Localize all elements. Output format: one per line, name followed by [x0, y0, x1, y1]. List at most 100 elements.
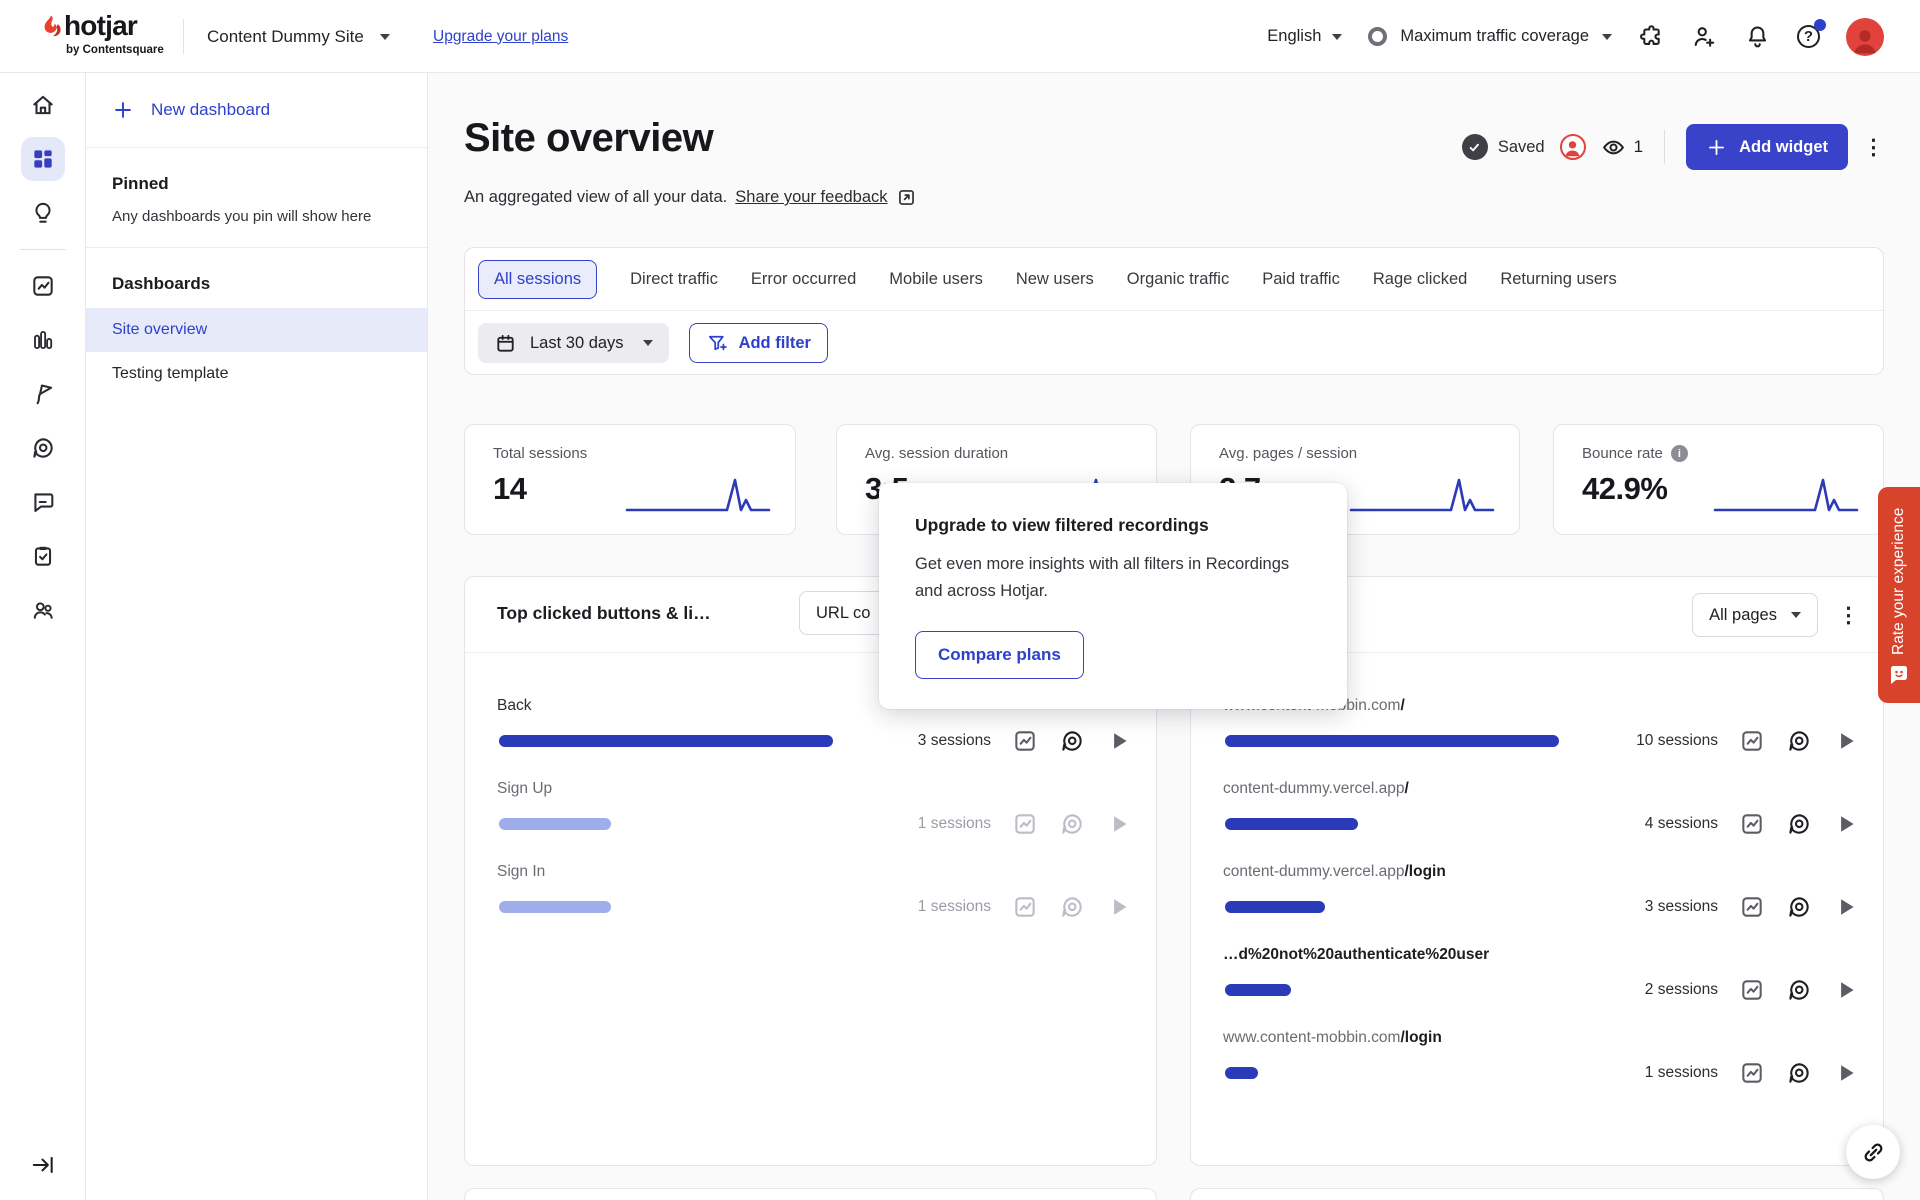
upgrade-popup: Upgrade to view filtered recordings Get …: [879, 483, 1347, 709]
share-feedback-link[interactable]: Share your feedback: [735, 188, 888, 206]
play-recording-icon[interactable]: [1833, 728, 1859, 754]
site-selector-dropdown[interactable]: Content Dummy Site: [207, 0, 390, 73]
play-recording-icon[interactable]: [1833, 1060, 1859, 1086]
help-icon[interactable]: ?: [1797, 19, 1826, 48]
tab-direct-traffic[interactable]: Direct traffic: [630, 269, 718, 288]
user-avatar[interactable]: [1846, 17, 1884, 56]
rail-trends-icon[interactable]: [21, 264, 65, 308]
play-recording-icon[interactable]: [1833, 894, 1859, 920]
view-recordings-icon[interactable]: [1786, 977, 1812, 1003]
tab-returning-users[interactable]: Returning users: [1500, 269, 1617, 288]
sessions-bar: [499, 901, 611, 913]
play-recording-icon[interactable]: [1106, 894, 1132, 920]
collapse-sidebar-icon[interactable]: [0, 1152, 86, 1178]
language-dropdown[interactable]: English: [1267, 27, 1343, 46]
filters-row: Last 30 days Add filter: [465, 311, 1883, 375]
rail-surveys-icon[interactable]: [21, 534, 65, 578]
dashboard-menu-icon[interactable]: [1863, 135, 1884, 160]
view-trend-icon[interactable]: [1012, 894, 1038, 920]
tab-error-occurred[interactable]: Error occurred: [750, 269, 857, 288]
page-subtitle: An aggregated view of all your data. Sha…: [464, 187, 917, 208]
page-path: d%20not%20authenticate%20user: [1238, 946, 1490, 963]
notifications-bell-icon[interactable]: [1744, 23, 1771, 50]
rail-journeys-icon[interactable]: [21, 372, 65, 416]
tab-new-users[interactable]: New users: [1015, 269, 1094, 288]
play-recording-icon[interactable]: [1833, 811, 1859, 837]
view-trend-icon[interactable]: [1739, 977, 1765, 1003]
sessions-count: 1 sessions: [917, 898, 991, 915]
play-recording-icon[interactable]: [1833, 977, 1859, 1003]
nav-divider: [183, 19, 184, 54]
sessions-count: 2 sessions: [1644, 981, 1718, 998]
sessions-count: 1 sessions: [1644, 1064, 1718, 1081]
sessions-bar: [1225, 901, 1325, 913]
copy-link-fab[interactable]: [1846, 1125, 1900, 1179]
integrations-icon[interactable]: [1638, 23, 1665, 50]
page-path: /login: [1400, 1029, 1442, 1046]
play-recording-icon[interactable]: [1106, 728, 1132, 754]
add-filter-button[interactable]: Add filter: [688, 323, 828, 363]
rail-insights-icon[interactable]: [21, 191, 65, 235]
page-domain: …: [1223, 946, 1239, 963]
view-trend-icon[interactable]: [1012, 811, 1038, 837]
smiley-bubble-icon: [1887, 663, 1911, 687]
chevron-down-icon: [1332, 33, 1343, 40]
view-trend-icon[interactable]: [1012, 728, 1038, 754]
rail-recordings-icon[interactable]: [21, 426, 65, 470]
viewers-number: 1: [1633, 137, 1644, 156]
language-label: English: [1267, 27, 1322, 45]
header-actions: Saved 1 Add widget: [1461, 124, 1884, 170]
invite-user-icon[interactable]: [1691, 23, 1718, 50]
brand-subtitle: by Contentsquare: [66, 44, 164, 56]
sidebar-item-site-overview[interactable]: Site overview: [86, 308, 427, 352]
rail-home-icon[interactable]: [21, 83, 65, 127]
upgrade-plans-link[interactable]: Upgrade your plans: [433, 27, 569, 45]
tab-paid-traffic[interactable]: Paid traffic: [1262, 269, 1340, 288]
metric-card-total-sessions: Total sessions 14: [464, 424, 796, 535]
icon-rail: [0, 73, 86, 1200]
widget-menu-icon[interactable]: [1838, 603, 1859, 628]
rail-dashboards-icon[interactable]: [20, 137, 65, 181]
view-trend-icon[interactable]: [1739, 894, 1765, 920]
new-dashboard-button[interactable]: New dashboard: [86, 95, 427, 125]
sparkline-chart: [1349, 478, 1495, 512]
site-selector-label: Content Dummy Site: [207, 26, 364, 46]
rate-experience-tab[interactable]: Rate your experience: [1878, 487, 1920, 703]
brand-logo: hotjar: [64, 10, 138, 41]
tab-all-sessions[interactable]: All sessions: [478, 259, 598, 299]
view-recordings-icon[interactable]: [1059, 728, 1085, 754]
view-recordings-icon[interactable]: [1059, 894, 1085, 920]
eye-icon: [1601, 135, 1626, 160]
clicked-row-sign-up: Sign Up 1 sessions: [465, 772, 1156, 855]
add-widget-button[interactable]: Add widget: [1686, 124, 1848, 170]
view-recordings-icon[interactable]: [1059, 811, 1085, 837]
view-trend-icon[interactable]: [1739, 1060, 1765, 1086]
rail-feedback-icon[interactable]: [21, 480, 65, 524]
view-recordings-icon[interactable]: [1786, 728, 1812, 754]
info-icon[interactable]: i: [1670, 445, 1688, 462]
pages-filter-dropdown[interactable]: All pages: [1692, 593, 1818, 637]
widget-title: Top clicked buttons & li…: [497, 603, 711, 623]
add-widget-label: Add widget: [1739, 137, 1828, 156]
traffic-coverage-dropdown[interactable]: Maximum traffic coverage: [1368, 27, 1612, 46]
view-recordings-icon[interactable]: [1786, 1060, 1812, 1086]
rail-interviews-icon[interactable]: [21, 588, 65, 632]
sessions-count: 4 sessions: [1644, 815, 1718, 832]
tab-organic-traffic[interactable]: Organic traffic: [1126, 269, 1230, 288]
rail-funnels-icon[interactable]: [21, 318, 65, 362]
sidebar-item-testing-template[interactable]: Testing template: [112, 365, 229, 382]
sessions-bar: [499, 818, 611, 830]
view-recordings-icon[interactable]: [1786, 811, 1812, 837]
tab-mobile-users[interactable]: Mobile users: [889, 269, 983, 288]
external-link-icon: [896, 187, 917, 208]
tab-rage-clicked[interactable]: Rage clicked: [1372, 269, 1468, 288]
play-recording-icon[interactable]: [1106, 811, 1132, 837]
compare-plans-button[interactable]: Compare plans: [915, 631, 1084, 679]
date-range-dropdown[interactable]: Last 30 days: [478, 323, 669, 363]
view-recordings-icon[interactable]: [1786, 894, 1812, 920]
popup-title: Upgrade to view filtered recordings: [915, 515, 1209, 535]
view-trend-icon[interactable]: [1739, 728, 1765, 754]
subtitle-text: An aggregated view of all your data.: [464, 188, 728, 206]
view-trend-icon[interactable]: [1739, 811, 1765, 837]
traffic-coverage-icon: [1368, 27, 1388, 46]
